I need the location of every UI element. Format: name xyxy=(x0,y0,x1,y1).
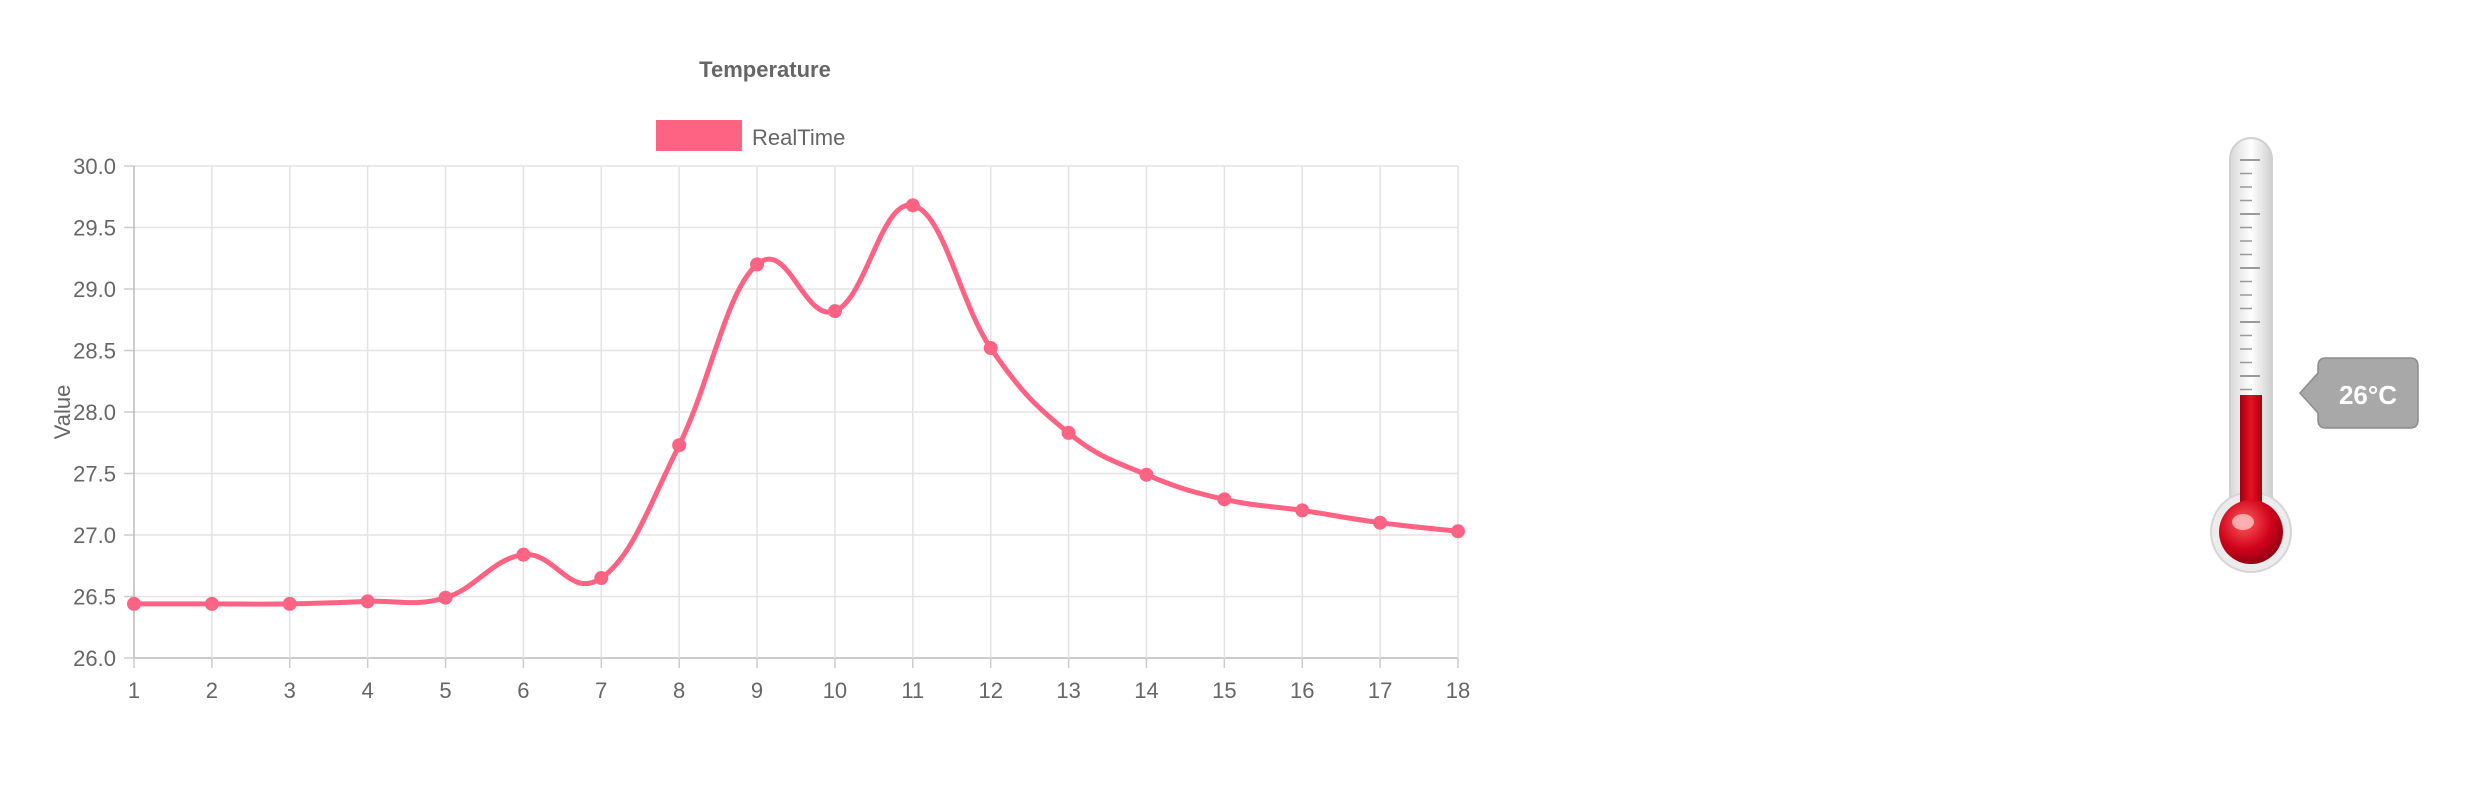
thermometer-value-label: 26°C xyxy=(2339,380,2397,410)
y-tick-label: 26.5 xyxy=(73,585,116,610)
series-line-realtime xyxy=(134,202,1459,607)
data-point[interactable] xyxy=(672,438,687,453)
thermometer-fill xyxy=(2240,395,2262,535)
x-tick-label: 1 xyxy=(128,678,140,703)
x-tick-label: 6 xyxy=(517,678,529,703)
data-point[interactable] xyxy=(516,547,531,562)
data-point[interactable] xyxy=(1373,515,1388,530)
chart-svg: Temperature RealTime Value 26.0 26.5 27.0 2… xyxy=(50,57,1470,703)
x-tick-label: 14 xyxy=(1134,678,1158,703)
x-tick-label: 2 xyxy=(206,678,218,703)
data-points xyxy=(127,198,1465,611)
thermometer-bulb xyxy=(2219,500,2283,564)
x-tick-label: 16 xyxy=(1290,678,1314,703)
y-tick-label: 29.5 xyxy=(73,216,116,241)
x-tick-label: 12 xyxy=(978,678,1002,703)
y-tick-label: 28.0 xyxy=(73,400,116,425)
data-point[interactable] xyxy=(983,341,998,356)
legend-swatch[interactable] xyxy=(656,120,742,151)
y-tick-label: 27.0 xyxy=(73,523,116,548)
x-tick-label: 8 xyxy=(673,678,685,703)
data-point[interactable] xyxy=(282,596,297,611)
y-tick-label: 28.5 xyxy=(73,339,116,364)
y-tick-label: 26.0 xyxy=(73,646,116,671)
data-point[interactable] xyxy=(1061,425,1076,440)
x-tick-label: 5 xyxy=(439,678,451,703)
tick-labels: 26.026.527.027.528.028.529.029.530.01 2 3 4… xyxy=(73,154,1470,703)
data-point[interactable] xyxy=(1451,524,1465,539)
chart-title: Temperature xyxy=(699,57,831,82)
data-point[interactable] xyxy=(750,257,765,272)
x-tick-label: 13 xyxy=(1056,678,1080,703)
x-tick-label: 7 xyxy=(595,678,607,703)
data-point[interactable] xyxy=(827,304,842,319)
temperature-chart: Temperature RealTime Value 26.0 26.5 27.0 2… xyxy=(50,57,1470,703)
thermometer-svg: 26°C xyxy=(2210,137,2419,573)
thermometer-value-callout: 26°C xyxy=(2298,357,2419,429)
data-point[interactable] xyxy=(360,594,375,609)
legend-label[interactable]: RealTime xyxy=(752,125,845,150)
thermometer-scale xyxy=(2240,159,2260,391)
thermometer-widget: 26°C xyxy=(2200,130,2460,600)
data-point[interactable] xyxy=(1295,503,1310,518)
data-point[interactable] xyxy=(594,571,609,586)
series-line xyxy=(134,202,1459,607)
x-tick-label: 11 xyxy=(901,678,924,703)
data-point[interactable] xyxy=(438,590,453,605)
data-point[interactable] xyxy=(905,198,920,213)
x-tick-label: 9 xyxy=(751,678,763,703)
y-tick-label: 27.5 xyxy=(73,462,116,487)
x-tick-label: 3 xyxy=(284,678,296,703)
x-tick-label: 10 xyxy=(823,678,847,703)
y-axis-label: Value xyxy=(50,385,75,440)
x-tick-label: 15 xyxy=(1212,678,1236,703)
x-tick-label: 17 xyxy=(1368,678,1392,703)
y-tick-label: 30.0 xyxy=(73,154,116,179)
data-point[interactable] xyxy=(127,596,141,611)
data-point[interactable] xyxy=(1139,467,1154,482)
data-point[interactable] xyxy=(1217,492,1232,507)
grid xyxy=(124,165,1459,668)
data-point[interactable] xyxy=(204,596,219,611)
y-tick-label: 29.0 xyxy=(73,277,116,302)
bulb-highlight xyxy=(2232,514,2254,530)
x-tick-label: 18 xyxy=(1446,678,1470,703)
x-tick-label: 4 xyxy=(362,678,374,703)
